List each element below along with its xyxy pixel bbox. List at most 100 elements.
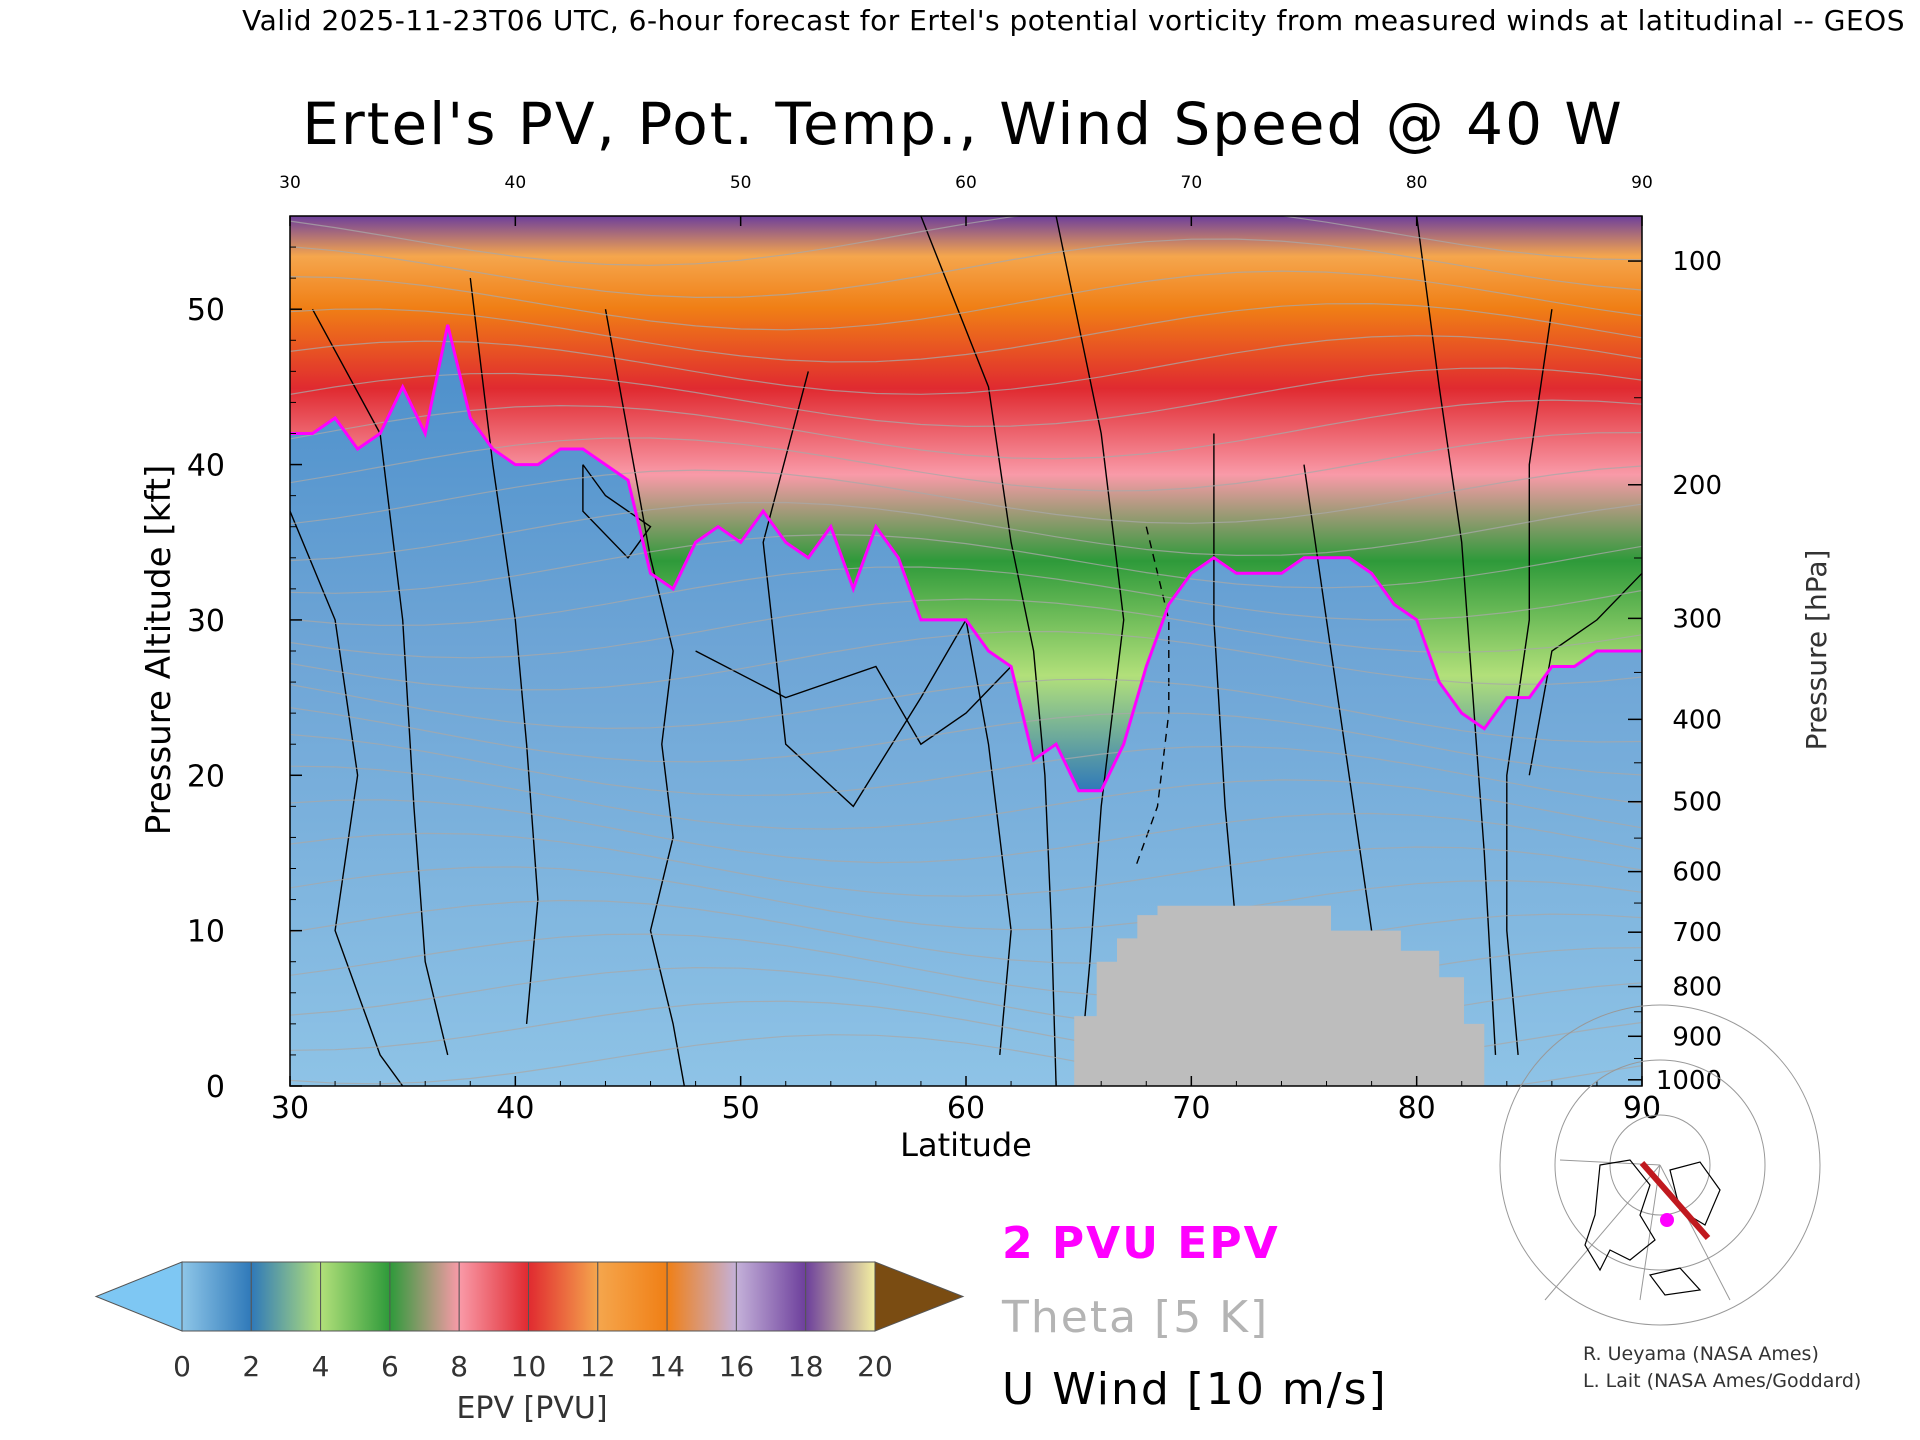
theta-contour	[290, 707, 1642, 776]
wind-contour	[1213, 433, 1238, 931]
locator-map	[1499, 1004, 1821, 1326]
pressure-tick-label: 1000	[1656, 1066, 1722, 1096]
colorbar-segment	[250, 1261, 322, 1332]
terrain-mask	[1074, 905, 1485, 1086]
theta-contour	[290, 238, 1642, 299]
pressure-tick-label: 200	[1672, 471, 1722, 501]
axes: 3030404050506060707080809090010203040501…	[187, 173, 1722, 1126]
wind-contour	[582, 464, 652, 559]
colorbar-over-arrow	[874, 1261, 965, 1332]
colorbar-tick-label: 0	[173, 1350, 191, 1383]
theta-contour	[290, 270, 1642, 331]
theta-contour	[290, 367, 1642, 428]
x-tick-label: 60	[947, 1091, 985, 1126]
x-top-tick-label: 60	[955, 173, 977, 193]
pressure-tick-label: 100	[1672, 247, 1722, 277]
pressure-tick-label: 900	[1672, 1022, 1722, 1052]
theta-contour	[290, 598, 1642, 659]
colorbar-segment	[181, 1261, 252, 1332]
theta-contour	[290, 765, 1642, 830]
colorbar-tick-label: 2	[242, 1350, 260, 1383]
colorbar-segment	[597, 1261, 668, 1332]
y-tick-label: 40	[187, 449, 225, 484]
tropopause-2pvu-line	[290, 324, 1642, 793]
x-axis-label: Latitude	[900, 1126, 1032, 1164]
theta-contour	[290, 399, 1642, 460]
theta-contour	[290, 432, 1642, 492]
locator-cross-section-line	[1639, 1161, 1711, 1240]
colorbar-segment	[666, 1261, 737, 1332]
theta-contour	[290, 501, 1642, 562]
legend-2pvu: 2 PVU EPV	[1002, 1218, 1280, 1269]
colorbar-tick-label: 16	[719, 1350, 755, 1383]
theta-contour	[290, 465, 1642, 525]
wind-contour	[1055, 216, 1125, 1086]
x-tick-label: 40	[496, 1091, 534, 1126]
colorbar-tick-label: 12	[580, 1350, 616, 1383]
x-top-tick-label: 80	[1406, 173, 1428, 193]
theta-contour	[290, 302, 1642, 363]
colorbar-segment	[389, 1261, 460, 1332]
colorbar-tick-label: 8	[450, 1350, 468, 1383]
theta-contour	[290, 832, 1642, 897]
wind-contour	[604, 309, 685, 1086]
wind-contours	[290, 216, 1642, 1086]
plot-area	[290, 216, 1642, 1086]
x-tick-label: 80	[1398, 1091, 1436, 1126]
theta-contour	[290, 630, 1642, 691]
wind-contour	[762, 371, 1012, 1055]
colorbar-tick-label: 10	[511, 1350, 547, 1383]
pressure-tick-label: 400	[1672, 705, 1722, 735]
y-tick-label: 20	[187, 759, 225, 794]
credit-line-2: L. Lait (NASA Ames/Goddard)	[1583, 1370, 1861, 1392]
theta-contour	[290, 799, 1642, 864]
pressure-tick-label: 600	[1672, 858, 1722, 888]
locator-marker	[1660, 1213, 1674, 1227]
theta-contour	[290, 866, 1642, 931]
theta-contours	[290, 216, 1642, 1086]
x-top-tick-label: 40	[505, 173, 527, 193]
wind-contour	[920, 216, 1057, 1086]
credit-line-1: R. Ueyama (NASA Ames)	[1583, 1343, 1819, 1365]
y-tick-label: 0	[206, 1070, 225, 1105]
legend-theta: Theta [5 K]	[1001, 1292, 1269, 1343]
colorbar-segment	[458, 1261, 530, 1332]
wind-contour	[469, 278, 539, 1024]
wind-contour	[1416, 216, 1497, 1055]
theta-contour	[290, 533, 1642, 594]
colorbar-segment	[805, 1261, 876, 1332]
colorbar-segment	[528, 1261, 599, 1332]
theta-contour	[290, 1034, 1642, 1086]
x-top-tick-label: 30	[279, 173, 301, 193]
x-top-tick-label: 90	[1631, 173, 1653, 193]
y-axis-label: Pressure Altitude [kft]	[139, 465, 179, 836]
wind-contour	[290, 510, 404, 1086]
wind-contour	[311, 308, 449, 1056]
x-top-tick-label: 70	[1181, 173, 1203, 193]
pressure-tick-label: 300	[1672, 604, 1722, 634]
colorbar-segment	[320, 1261, 391, 1332]
colorbar-tick-label: 6	[381, 1350, 399, 1383]
pressure-tick-label: 700	[1672, 918, 1722, 948]
colorbar-tick-label: 20	[857, 1350, 893, 1383]
valid-time-header: Valid 2025-11-23T06 UTC, 6-hour forecast…	[242, 4, 1905, 37]
colorbar-under-arrow	[94, 1261, 183, 1332]
pressure-axis-label: Pressure [hPa]	[1800, 550, 1833, 751]
theta-contour	[290, 733, 1642, 805]
wind-contour	[1303, 464, 1373, 931]
pressure-tick-label: 500	[1672, 788, 1722, 818]
x-tick-label: 90	[1623, 1091, 1661, 1126]
x-tick-label: 50	[722, 1091, 760, 1126]
colorbar: 0 2 4 6 8 10 12 14 16 18 20	[94, 1261, 965, 1383]
colorbar-tick-label: 18	[788, 1350, 824, 1383]
pressure-tick-label: 800	[1672, 973, 1722, 1003]
x-top-tick-label: 50	[730, 173, 752, 193]
colorbar-segment	[735, 1261, 807, 1332]
colorbar-tick-label: 14	[649, 1350, 685, 1383]
theta-contour	[290, 678, 1642, 743]
x-tick-label: 30	[271, 1091, 309, 1126]
x-tick-label: 70	[1172, 1091, 1210, 1126]
colorbar-tick-label: 4	[312, 1350, 330, 1383]
wind-contour	[695, 650, 1012, 746]
